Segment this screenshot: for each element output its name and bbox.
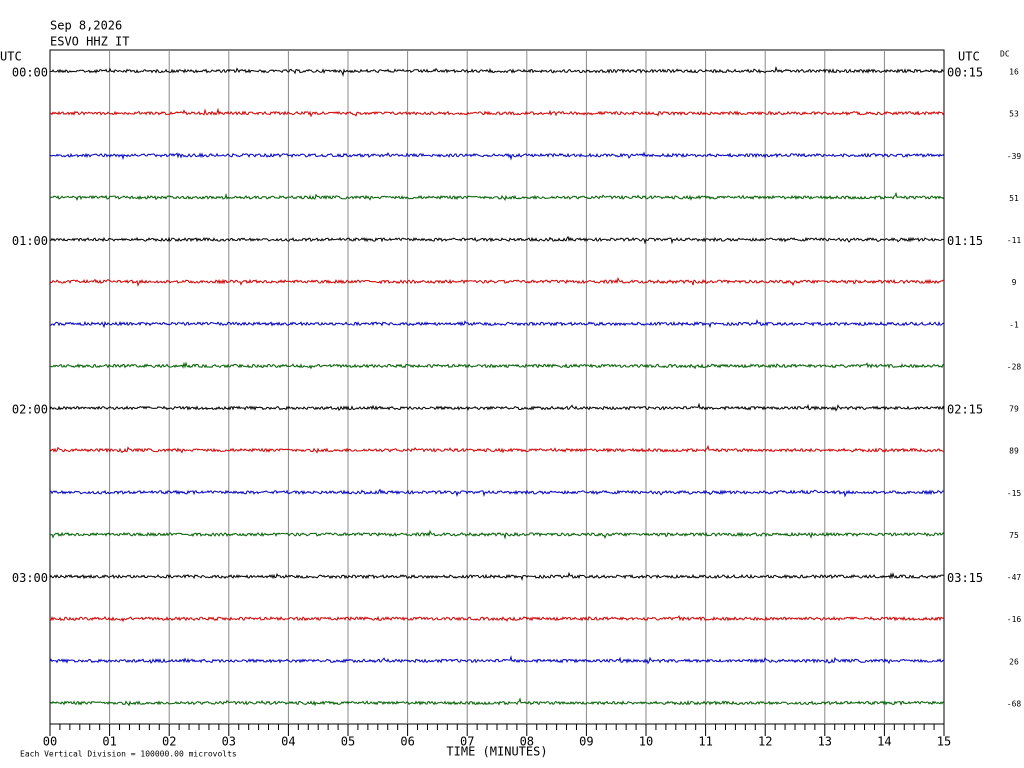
x-tick-label: 03 xyxy=(222,735,236,749)
trace xyxy=(49,614,945,623)
dc-value: -11 xyxy=(1007,236,1022,245)
x-tick-label: 00 xyxy=(43,735,57,749)
left-time-label: 02:00 xyxy=(12,403,48,417)
dc-value: 51 xyxy=(1009,194,1019,203)
trace xyxy=(49,276,945,287)
trace xyxy=(49,697,945,707)
dc-value: 89 xyxy=(1009,447,1019,456)
right-axis-title: UTC xyxy=(958,50,980,64)
dc-value: 16 xyxy=(1009,68,1019,77)
trace xyxy=(49,529,945,540)
dc-value: 9 xyxy=(1012,278,1017,287)
x-tick-label: 10 xyxy=(639,735,653,749)
right-time-label: 01:15 xyxy=(947,234,983,248)
x-tick-label: 12 xyxy=(758,735,772,749)
trace xyxy=(49,151,945,161)
date: Sep 8,2026 xyxy=(50,19,122,33)
right-time-label: 02:15 xyxy=(947,403,983,417)
x-tick-label: 11 xyxy=(698,735,712,749)
dc-value: 79 xyxy=(1009,405,1019,414)
right-time-label: 03:15 xyxy=(947,571,983,585)
trace xyxy=(49,191,945,202)
dc-value: -15 xyxy=(1007,489,1022,498)
trace xyxy=(49,655,945,665)
x-tick-label: 07 xyxy=(460,735,474,749)
dc-value: 75 xyxy=(1009,531,1019,540)
x-axis-label: TIME (MINUTES) xyxy=(446,745,547,759)
trace xyxy=(49,361,945,370)
x-tick-label: 09 xyxy=(579,735,593,749)
dc-value: -68 xyxy=(1007,699,1022,708)
x-tick-label: 14 xyxy=(877,735,891,749)
dc-value: -1 xyxy=(1009,320,1019,329)
x-tick-label: 13 xyxy=(818,735,832,749)
dc-value: -39 xyxy=(1007,152,1022,161)
left-axis-title: UTC xyxy=(0,50,22,64)
x-tick-label: 02 xyxy=(162,735,176,749)
x-tick-label: 15 xyxy=(937,735,951,749)
x-tick-label: 04 xyxy=(281,735,295,749)
right-time-label: 00:15 xyxy=(947,66,983,80)
left-time-label: 03:00 xyxy=(12,571,48,585)
left-time-label: 00:00 xyxy=(12,66,48,80)
dc-value: -47 xyxy=(1007,573,1022,582)
x-tick-label: 01 xyxy=(102,735,116,749)
dc-title: DC xyxy=(1000,50,1010,59)
station: ESVO HHZ IT xyxy=(50,35,129,49)
trace xyxy=(50,318,945,329)
x-tick-label: 06 xyxy=(400,735,414,749)
x-tick-label: 08 xyxy=(520,735,534,749)
trace xyxy=(50,65,945,77)
x-tick-label: 05 xyxy=(341,735,355,749)
dc-value: -16 xyxy=(1007,615,1022,624)
trace xyxy=(49,107,945,118)
trace xyxy=(49,402,945,412)
dc-value: 53 xyxy=(1009,110,1019,119)
trace xyxy=(49,488,945,498)
trace xyxy=(49,444,945,454)
footer: Each Vertical Division = 100000.00 micro… xyxy=(20,750,237,759)
trace xyxy=(49,571,945,581)
left-time-label: 01:00 xyxy=(12,234,48,248)
dc-value: -28 xyxy=(1007,362,1022,371)
trace xyxy=(49,235,945,245)
dc-value: 26 xyxy=(1009,657,1019,666)
